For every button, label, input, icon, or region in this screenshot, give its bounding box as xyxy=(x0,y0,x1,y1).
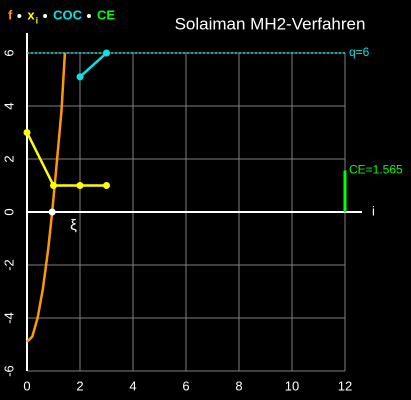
x-tick-label: 6 xyxy=(182,378,189,393)
legend-separator xyxy=(17,14,22,18)
y-tick-label: 2 xyxy=(1,155,16,162)
x-tick-label: 4 xyxy=(129,378,136,393)
legend-entry: x xyxy=(27,7,35,22)
y-tick-label: 0 xyxy=(1,208,16,215)
x-axis-label: i xyxy=(372,203,375,218)
legend-entry: COC xyxy=(53,7,83,22)
root-point xyxy=(48,208,56,216)
point xyxy=(76,73,84,81)
series-line xyxy=(79,52,108,78)
reference-label: q=6 xyxy=(349,45,370,59)
y-tick-label: 6 xyxy=(1,49,16,56)
x-tick-label: 12 xyxy=(338,378,352,393)
series-line xyxy=(26,52,67,343)
x-tick-label: 10 xyxy=(285,378,299,393)
x-tick-label: 2 xyxy=(76,378,83,393)
series-line xyxy=(25,131,107,187)
legend: f x i COC CE xyxy=(8,7,115,25)
point xyxy=(103,182,110,189)
value-label: CE=1.565 xyxy=(349,163,403,177)
y-tick-label: 4 xyxy=(1,102,16,109)
y-tick-label: -6 xyxy=(1,365,16,377)
legend-separator xyxy=(86,14,91,18)
y-tick-label: -4 xyxy=(1,312,16,324)
point xyxy=(23,129,31,136)
root-label: ξ xyxy=(70,217,77,234)
point xyxy=(76,182,84,189)
y-tick-label: -2 xyxy=(1,259,16,271)
legend-subscript: i xyxy=(36,15,39,25)
x-tick-label: 8 xyxy=(235,378,242,393)
x-tick-label: 0 xyxy=(23,378,30,393)
legend-separator xyxy=(43,14,48,18)
point xyxy=(103,49,110,57)
point xyxy=(50,182,57,189)
bar xyxy=(343,170,347,212)
legend-entry: f xyxy=(8,7,13,22)
chart-title: Solaiman MH2-Verfahren xyxy=(175,14,366,33)
legend-entry: CE xyxy=(97,7,115,22)
